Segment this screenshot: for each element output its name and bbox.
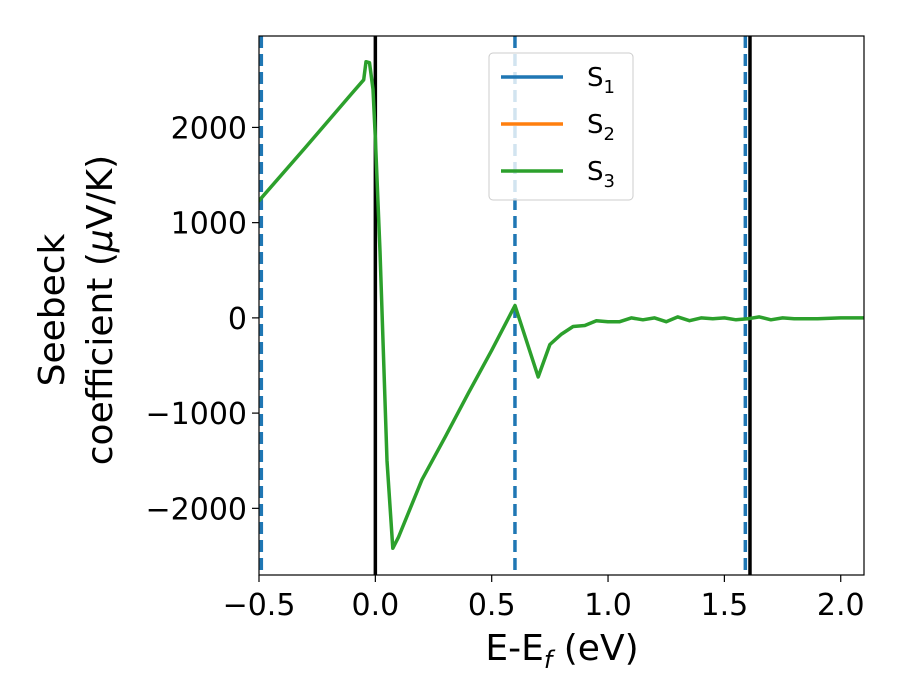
series-line-3 [259,59,864,551]
plot-frame [258,35,865,576]
x-axis-label: E-Ef (eV) [485,628,638,674]
y-tick-label-4: 2000 [171,111,247,146]
legend: S1 S2 S3 [488,52,634,201]
y-tick-label-2: 0 [228,302,247,337]
x-tick-label-4: 1.5 [701,588,749,623]
x-tick-label-1: 0.0 [351,588,399,623]
legend-label-1: S1 [587,63,615,98]
y-tick-label-1: −1000 [146,397,247,432]
x-tick-label-5: 2.0 [817,588,865,623]
x-tick-label-0: −0.5 [223,588,296,623]
y-axis-label-line2: coefficient (μV/K) [80,155,121,465]
y-tick-label-3: 1000 [171,207,247,242]
x-tick-label-3: 1.0 [584,588,632,623]
legend-box [488,52,634,201]
legend-label-2: S2 [587,110,615,145]
y-tick-label-0: −2000 [146,492,247,527]
x-axis-label-unit: (eV) [552,628,638,669]
y-axis-label-line1: Seebeck [32,233,73,386]
x-tick-label-2: 0.5 [468,588,516,623]
y-axis-label-mu: μ [80,229,121,253]
legend-label-3: S3 [587,157,615,192]
